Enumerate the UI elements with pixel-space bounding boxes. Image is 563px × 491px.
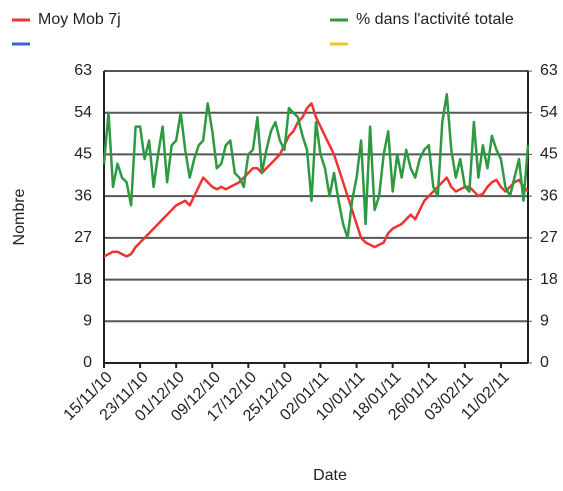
y-tick-label: 45: [74, 146, 92, 163]
x-axis-title: Date: [313, 467, 347, 484]
y2-tick-label: 27: [540, 229, 558, 246]
y2-tick-label: 45: [540, 146, 558, 163]
y2-tick-label: 0: [540, 354, 549, 371]
y-tick-label: 36: [74, 187, 92, 204]
y2-tick-label: 63: [540, 62, 558, 79]
y2-tick-label: 54: [540, 104, 558, 121]
y2-tick-label: 36: [540, 187, 558, 204]
y-tick-label: 27: [74, 229, 92, 246]
y2-tick-label: 9: [540, 313, 549, 330]
legend-label: % dans l'activité totale: [356, 11, 514, 28]
legend-label: Moy Mob 7j: [38, 11, 121, 28]
y-tick-label: 18: [74, 271, 92, 288]
y-tick-label: 0: [83, 354, 92, 371]
y-tick-label: 9: [83, 313, 92, 330]
y-tick-label: 54: [74, 104, 92, 121]
series-line: [103, 102, 529, 258]
series-line: [102, 92, 530, 240]
y-axis-title: Nombre: [11, 188, 28, 245]
y2-tick-label: 18: [540, 271, 558, 288]
y-tick-label: 63: [74, 62, 92, 79]
